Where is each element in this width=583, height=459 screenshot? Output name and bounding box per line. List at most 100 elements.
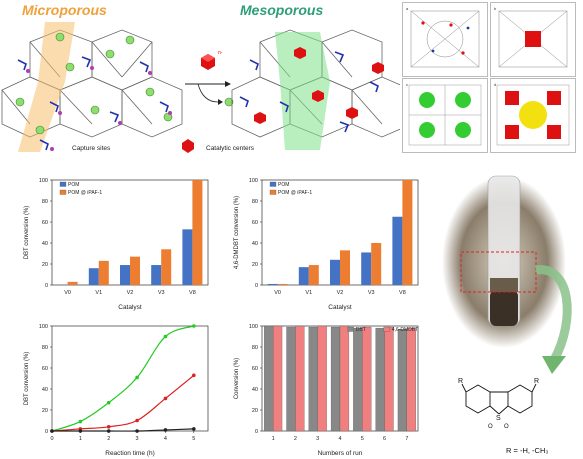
legend-swatch [269, 189, 277, 195]
o-atom-right: O [504, 424, 509, 430]
bar-pom-V3 [151, 265, 162, 285]
y-tick-label: 60 [252, 366, 258, 372]
panel-a: a [402, 2, 488, 77]
data-point-2-4 [163, 428, 168, 432]
pom-cluster-icon [201, 54, 215, 70]
bar-pom-ipaf-1-V2 [130, 256, 140, 285]
bar-dbt-7 [397, 328, 408, 432]
y-axis-label: DBT conversion (%) [24, 206, 30, 260]
bar-dbt-6 [375, 327, 385, 432]
y-tick-label: 60 [42, 220, 48, 226]
bar-4-6-dmdbt-5 [362, 326, 372, 432]
x-tick-label: 1 [272, 436, 275, 442]
legend-label: 4,6-DMDBT [392, 327, 418, 333]
panel-c: c [402, 78, 488, 153]
data-point-2-0 [50, 429, 54, 433]
panel-b-tag: b [494, 6, 497, 11]
y-axis-label: Conversion (%) [234, 358, 240, 399]
bar-pom-ipaf-1-V2 [340, 250, 350, 285]
y-tick-label: 20 [42, 408, 48, 414]
s-atom: S [496, 415, 501, 422]
bar-pom-ipaf-1-V0 [277, 283, 288, 285]
capture-site-legend-icon [39, 139, 49, 151]
x-tick-label: V3 [158, 290, 165, 296]
bar-pom-ipaf-1-V8 [402, 180, 413, 285]
capture-sites-left [17, 56, 169, 123]
x-tick-label: V2 [337, 290, 344, 296]
x-tick-label: V8 [399, 290, 406, 296]
plot-frame [51, 325, 209, 432]
y-tick-label: 0 [45, 283, 48, 289]
bar-pom-V1 [298, 267, 309, 285]
y-tick-label: 100 [249, 324, 258, 330]
panel-d-tag: d [494, 82, 496, 87]
bar-pom-ipaf-1-V3 [371, 243, 382, 285]
bar-pom-V3 [361, 252, 372, 285]
product-arrow-head [542, 356, 566, 374]
data-point-1-5 [192, 373, 196, 378]
data-point-1-3 [135, 418, 139, 423]
r-left: R [458, 378, 463, 385]
bar-pom-ipaf-1-V1 [98, 260, 109, 285]
x-axis-label: Catalyst [328, 304, 352, 311]
legend-capture-label: Capture sites [72, 145, 111, 152]
bar-pom-V2 [330, 259, 340, 285]
y-tick-label: 20 [42, 262, 48, 268]
bar-pom-V8 [392, 216, 403, 285]
panel-a-tag: a [406, 6, 409, 11]
bar-4-6-dmdbt-6 [384, 326, 394, 432]
y-tick-label: 100 [39, 324, 48, 330]
x-tick-label: V0 [64, 290, 71, 296]
panel-c-tag: c [406, 82, 408, 87]
x-tick-label: 0 [50, 436, 53, 442]
chart-dmdbt-conversion: 0 20 40 60 80 100 4,6-DMDBT conversion (%) Cata… [234, 178, 419, 311]
x-tick-label: 3 [136, 436, 139, 442]
bar-pom-ipaf-1-V3 [161, 249, 172, 285]
o-atom-left: O [488, 424, 493, 430]
microporous-title: Microporous [22, 2, 107, 18]
y-axis-label: DBT conversion (%) [24, 352, 30, 406]
y-tick-label: 40 [252, 241, 258, 247]
mesopore-channel [275, 32, 330, 150]
x-tick-label: 1 [79, 436, 82, 442]
pom-charge: n- [218, 50, 223, 56]
chart-dbt-conversion: 0 20 40 60 80 100 DBT conversion (%) Catalyst V0… [24, 178, 209, 311]
y-tick-label: 80 [42, 345, 48, 351]
x-tick-label: 6 [383, 436, 386, 442]
data-point-0-2 [106, 400, 111, 405]
y-tick-label: 40 [252, 387, 258, 393]
highlight-box [460, 251, 537, 293]
y-tick-label: 100 [39, 178, 48, 184]
legend-swatch [269, 181, 277, 187]
data-point-2-3 [135, 429, 139, 433]
x-tick-label: 5 [192, 436, 195, 442]
legend-label: DBT [356, 327, 366, 333]
series-line-2 [51, 428, 194, 432]
y-tick-label: 40 [42, 387, 48, 393]
data-point-1-2 [106, 425, 111, 429]
cl-ions-left [15, 32, 173, 135]
x-tick-label: V2 [127, 290, 134, 296]
x-tick-label: V1 [95, 290, 102, 296]
reaction-vial-photo: R R S O O R = -H, -CH₃ [442, 175, 572, 455]
x-tick-label: 2 [107, 436, 110, 442]
x-tick-label: V8 [189, 290, 196, 296]
x-tick-label: V1 [305, 290, 312, 296]
x-tick-label: 4 [164, 436, 167, 442]
legend-swatch [347, 326, 354, 332]
y-tick-label: 80 [42, 199, 48, 205]
bar-dbt-1 [264, 325, 274, 432]
bar-pom-V0 [267, 283, 278, 285]
data-point-2-2 [106, 429, 111, 433]
mesoporous-title: Mesoporous [240, 2, 324, 18]
y-tick-label: 100 [249, 178, 258, 184]
bar-pom-ipaf-1-V8 [192, 180, 203, 285]
data-point-1-4 [163, 396, 168, 401]
data-point-2-5 [192, 427, 196, 431]
x-axis-label: Catalyst [118, 304, 142, 311]
legend-swatch [59, 181, 67, 187]
micropore-channel [18, 22, 75, 152]
legend-label: POM @ iPAF-1 [278, 190, 312, 196]
x-tick-label: 4 [338, 436, 341, 442]
